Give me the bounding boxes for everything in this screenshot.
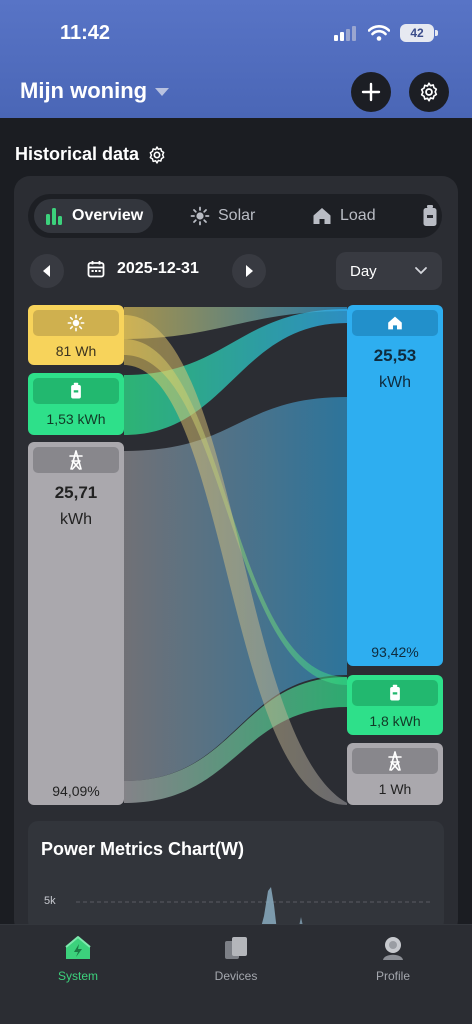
battery-indicator: 42 — [400, 24, 438, 42]
chevron-down-icon — [415, 267, 427, 275]
node-unit: kWh — [379, 374, 411, 391]
flow-solar-to-load — [124, 307, 347, 339]
load-series-line — [260, 887, 277, 931]
node-value: 1 Wh — [378, 781, 412, 797]
tab-label: Load — [340, 207, 376, 224]
signal-icon — [334, 26, 356, 41]
node-value: 25,53 — [373, 346, 417, 365]
status-icons: 42 — [334, 24, 438, 42]
tab-battery[interactable]: B — [412, 199, 442, 233]
home-icon — [313, 208, 331, 224]
battery-icon — [71, 382, 81, 399]
status-time: 11:42 — [60, 22, 111, 44]
node-chip — [352, 310, 438, 336]
chevron-left-icon — [43, 265, 50, 277]
prev-day-button[interactable] — [30, 254, 64, 288]
chevron-right-icon — [246, 265, 253, 277]
node-value: 25,71 — [54, 483, 98, 502]
system-icon — [65, 936, 91, 959]
node-value: 1,53 kWh — [46, 411, 106, 427]
plus-icon — [361, 82, 381, 102]
period-select[interactable]: Day — [336, 252, 442, 290]
historical-card: Overview Solar Load — [14, 176, 458, 936]
node-percent: 93,42% — [371, 644, 419, 660]
flow-grid-to-battery — [124, 677, 347, 803]
home-selector[interactable]: Mijn woning — [20, 78, 170, 104]
node-solar-source: 81 Wh — [28, 305, 124, 365]
gear-icon — [420, 82, 438, 102]
bottom-tab-bar: System Devices Profile — [0, 924, 472, 1024]
node-chip — [33, 378, 119, 404]
settings-button[interactable] — [409, 72, 449, 112]
flow-solar-to-grid — [124, 315, 347, 805]
next-day-button[interactable] — [232, 254, 266, 288]
energy-flow-diagram: 81 Wh 1,53 kWh 25,71 — [28, 305, 444, 805]
date-picker[interactable]: 2025-12-31 — [87, 260, 199, 278]
top-bar: 11:42 42 Mijn woning — [0, 0, 472, 118]
tab-system[interactable]: System — [18, 935, 138, 983]
main-content: Historical data Overview — [0, 118, 472, 936]
tab-label: Profile — [375, 969, 410, 983]
date-navigator: 2025-12-31 Day — [30, 252, 442, 290]
section-header: Historical data — [15, 144, 167, 165]
node-value: 81 Wh — [55, 343, 97, 359]
flow-links — [124, 307, 347, 805]
pylon-icon — [388, 751, 402, 771]
add-button[interactable] — [351, 72, 391, 112]
tab-bar: Overview Solar Load — [28, 194, 442, 238]
node-grid-source: 25,71 kWh 94,09% — [28, 442, 124, 805]
battery-icon — [423, 205, 437, 226]
battery-icon — [390, 684, 400, 701]
node-chip — [33, 310, 119, 336]
section-title: Historical data — [15, 144, 140, 164]
tab-profile[interactable]: Profile — [333, 935, 453, 983]
power-metrics-card: Power Metrics Chart(W) 5k — [28, 821, 444, 931]
tab-label: Solar — [218, 207, 256, 224]
tab-label: System — [57, 969, 98, 983]
node-percent: 94,09% — [52, 783, 100, 799]
node-battery-target: 1,8 kWh — [347, 675, 443, 735]
node-chip — [352, 680, 438, 706]
profile-icon — [383, 937, 403, 960]
period-value: Day — [350, 262, 377, 280]
pylon-icon — [69, 450, 83, 470]
sun-icon — [67, 314, 85, 332]
tab-devices[interactable]: Devices — [176, 935, 296, 983]
node-value: 1,8 kWh — [369, 713, 421, 729]
node-battery-source: 1,53 kWh — [28, 373, 124, 435]
node-unit: kWh — [60, 511, 92, 528]
chevron-down-icon — [155, 88, 170, 96]
gear-icon[interactable] — [147, 145, 167, 165]
node-load-target: 25,53 kWh 93,42% — [347, 305, 443, 666]
node-grid-target: 1 Wh — [347, 743, 443, 805]
home-icon — [388, 316, 402, 330]
wifi-icon — [368, 25, 390, 41]
node-chip — [33, 447, 119, 473]
tab-load[interactable]: Load — [302, 199, 386, 233]
node-chip — [352, 748, 438, 774]
tab-label: Overview — [72, 207, 144, 224]
metrics-title: Power Metrics Chart(W) — [41, 839, 245, 859]
bar-chart-icon — [46, 208, 62, 225]
devices-icon — [225, 937, 247, 959]
calendar-icon — [87, 261, 105, 278]
selected-date: 2025-12-31 — [117, 260, 199, 277]
tab-overview[interactable]: Overview — [34, 199, 154, 233]
y-axis-tick: 5k — [44, 895, 56, 907]
tab-solar[interactable]: Solar — [180, 199, 265, 233]
sun-icon — [190, 206, 210, 226]
metrics-chart — [76, 887, 430, 931]
home-title: Mijn woning — [20, 78, 148, 103]
tab-label: Devices — [214, 969, 258, 983]
